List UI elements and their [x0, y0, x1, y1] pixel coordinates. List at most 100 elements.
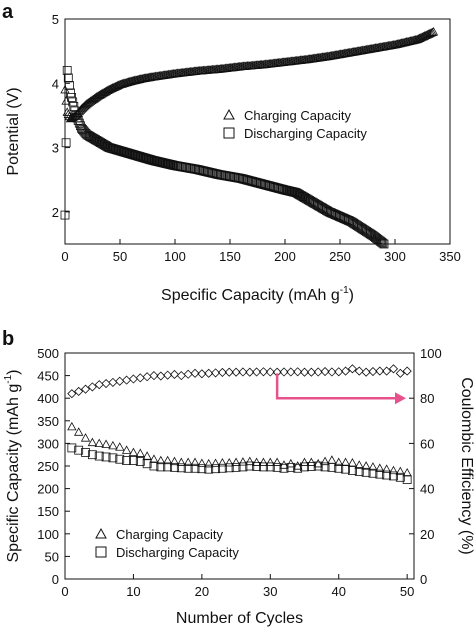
data-point	[94, 451, 104, 461]
legend-label-discharging: Discharging Capacity	[244, 126, 367, 141]
x-tick-label: 10	[126, 584, 140, 599]
data-point	[258, 367, 269, 377]
data-point	[238, 457, 248, 466]
data-point	[381, 464, 392, 473]
series-square	[60, 66, 389, 249]
x-tick-label: 0	[61, 249, 68, 264]
data-point	[63, 73, 73, 83]
data-point	[334, 367, 344, 377]
data-point	[313, 461, 323, 471]
data-point	[101, 452, 111, 462]
data-point	[375, 463, 385, 472]
panel-a-ticks: 0 50 100 150 200 250 300 350 2 3 4 5	[52, 12, 461, 264]
data-point	[67, 93, 76, 102]
x-tick-label: 30	[263, 584, 277, 599]
data-point	[348, 466, 357, 475]
x-tick-label: 300	[384, 249, 406, 264]
data-point	[231, 367, 241, 377]
legend-label-charging: Charging Capacity	[116, 527, 223, 542]
data-point	[217, 463, 227, 473]
data-point	[279, 367, 289, 377]
data-point	[87, 437, 98, 447]
data-point	[388, 465, 399, 475]
data-point	[197, 369, 207, 379]
data-point	[211, 464, 220, 474]
data-point	[306, 462, 316, 471]
panel-a: a 0 50 100 150 200 250 300 350 2 3 4 5 Specific Cap…	[2, 1, 461, 304]
data-point	[80, 433, 91, 442]
data-point	[382, 470, 392, 480]
data-point	[149, 461, 159, 471]
y-tick-label: 450	[37, 369, 59, 384]
data-point	[115, 442, 125, 451]
data-point	[128, 447, 139, 457]
data-point	[272, 457, 282, 466]
data-point	[252, 367, 262, 377]
panel-a-legend: Charging Capacity Discharging Capacity	[223, 108, 367, 141]
data-point	[341, 464, 350, 474]
data-point	[265, 457, 275, 466]
pink-arrow-head	[395, 392, 406, 405]
data-point	[74, 427, 84, 436]
x-tick-label: 40	[331, 584, 345, 599]
data-point	[238, 367, 248, 377]
data-point	[135, 373, 145, 383]
data-point	[62, 66, 72, 75]
data-point	[61, 96, 71, 105]
data-point	[265, 367, 275, 377]
data-point	[142, 459, 152, 469]
x-tick-label: 100	[164, 249, 186, 264]
data-point	[320, 366, 330, 377]
data-point	[169, 456, 180, 466]
data-point	[176, 457, 187, 466]
data-point	[170, 462, 179, 472]
data-point	[204, 458, 214, 468]
data-point	[142, 451, 152, 460]
legend-triangle-marker	[95, 527, 107, 539]
y2-tick-label: 60	[420, 436, 434, 451]
data-point	[292, 461, 303, 470]
data-point	[108, 377, 118, 387]
data-point	[176, 463, 186, 473]
data-point	[156, 462, 166, 472]
data-point	[293, 463, 303, 473]
data-point	[163, 462, 173, 472]
data-point	[197, 458, 207, 467]
data-point	[87, 450, 97, 460]
y-tick-label: 100	[37, 527, 59, 542]
x-tick-label: 50	[400, 584, 414, 599]
data-point	[428, 27, 439, 36]
y-tick-label: 350	[37, 414, 59, 429]
pink-arrow	[275, 373, 398, 400]
data-point	[183, 463, 193, 473]
data-point	[183, 457, 193, 466]
x-tick-label: 350	[439, 249, 461, 264]
y-tick-label: 4	[52, 76, 59, 91]
data-point	[149, 371, 159, 381]
data-point	[94, 380, 104, 390]
data-point	[231, 462, 241, 472]
data-point	[176, 371, 186, 381]
data-point	[190, 457, 200, 466]
data-point	[224, 458, 234, 467]
y-tick-label: 0	[52, 572, 59, 587]
data-point	[279, 463, 289, 473]
data-point	[300, 462, 309, 472]
data-point	[258, 457, 269, 466]
data-point	[169, 369, 180, 380]
y2-tick-label: 40	[420, 482, 434, 497]
data-point	[245, 367, 255, 377]
data-point	[354, 366, 364, 376]
data-point	[402, 366, 412, 376]
data-point	[251, 457, 262, 466]
data-point	[378, 238, 388, 248]
data-point	[210, 458, 221, 467]
data-point	[375, 366, 385, 376]
data-point	[108, 440, 118, 450]
panel-b-y-axis-label: Specific Capacity (mAh g-1)	[3, 370, 22, 563]
data-point	[245, 461, 255, 471]
data-point	[252, 462, 262, 471]
data-point	[204, 464, 214, 474]
data-point	[67, 443, 77, 453]
data-point	[81, 448, 90, 457]
